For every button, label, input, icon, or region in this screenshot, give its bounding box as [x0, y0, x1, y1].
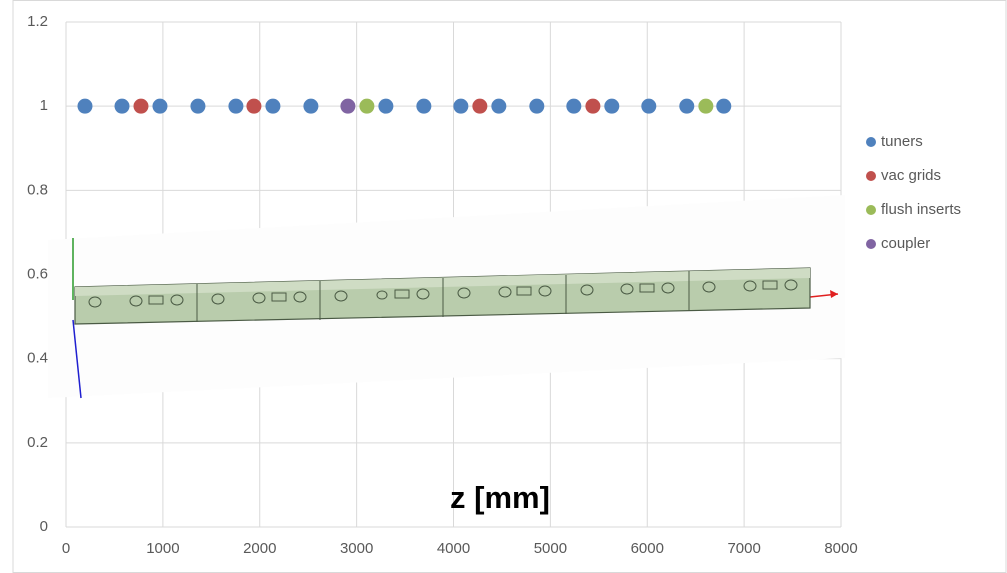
y-tick-label: 0.2 — [27, 434, 48, 451]
x-tick-label: 1000 — [146, 540, 179, 557]
point — [133, 99, 148, 114]
point — [716, 99, 731, 114]
point — [378, 99, 393, 114]
legend-label: tuners — [881, 133, 923, 150]
point — [303, 99, 318, 114]
legend-marker — [866, 137, 876, 147]
legend-marker — [866, 205, 876, 215]
x-tick-label: 0 — [62, 540, 70, 557]
point — [114, 99, 129, 114]
point — [566, 99, 581, 114]
point — [604, 99, 619, 114]
y-tick-label: 0.6 — [27, 265, 48, 282]
y-tick-label: 0.4 — [27, 350, 48, 367]
x-tick-label: 6000 — [631, 540, 664, 557]
y-tick-label: 1.2 — [27, 13, 48, 30]
point — [472, 99, 487, 114]
legend-label: flush inserts — [881, 201, 961, 218]
point — [77, 99, 92, 114]
axis-annotation: z [mm] — [450, 480, 550, 515]
point — [641, 99, 656, 114]
chart: z [mm] 0 0.2 0.4 0.6 0.8 1 1.2 0 1000 2000 3000 400… — [0, 0, 1007, 573]
x-tick-label: 7000 — [727, 540, 760, 557]
point — [246, 99, 261, 114]
legend-label: vac grids — [881, 167, 941, 184]
y-tick-label: 0 — [40, 518, 48, 535]
point — [453, 99, 468, 114]
point — [228, 99, 243, 114]
point — [585, 99, 600, 114]
page: {"chart_data": {"type": "scatter", "anno… — [0, 0, 1007, 573]
legend-marker — [866, 239, 876, 249]
point — [529, 99, 544, 114]
point — [265, 99, 280, 114]
x-tick-label: 5000 — [534, 540, 567, 557]
x-tick-label: 3000 — [340, 540, 373, 557]
point — [152, 99, 167, 114]
point — [359, 99, 374, 114]
legend-marker — [866, 171, 876, 181]
x-tick-label: 2000 — [243, 540, 276, 557]
point — [491, 99, 506, 114]
y-tick-label: 1 — [40, 97, 48, 114]
point — [416, 99, 431, 114]
point — [679, 99, 694, 114]
point — [190, 99, 205, 114]
legend-label: coupler — [881, 235, 930, 252]
point — [698, 99, 713, 114]
y-tick-label: 0.8 — [27, 181, 48, 198]
point — [340, 99, 355, 114]
x-tick-label: 8000 — [824, 540, 857, 557]
x-tick-label: 4000 — [437, 540, 470, 557]
